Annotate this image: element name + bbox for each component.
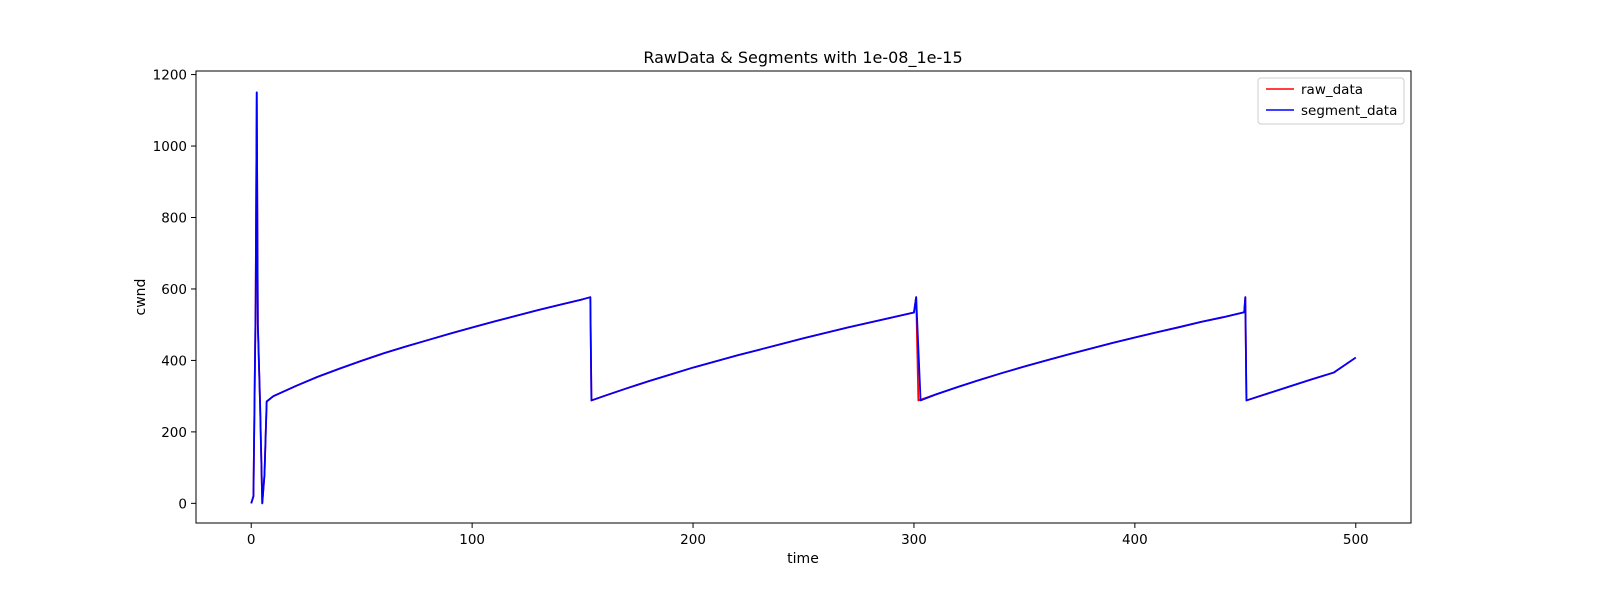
legend-raw-data-label: raw_data [1301, 82, 1363, 98]
y-tick-label: 200 [161, 425, 187, 441]
y-axis-label: cwnd [133, 279, 149, 316]
y-tick-label: 400 [161, 353, 187, 369]
y-tick-label: 0 [178, 496, 187, 512]
y-tick-label: 1200 [153, 68, 187, 84]
x-tick-label: 100 [459, 532, 485, 548]
x-axis-ticks: 0 100 200 300 400 500 [247, 523, 1369, 548]
y-tick-label: 600 [161, 282, 187, 298]
x-tick-label: 300 [901, 532, 927, 548]
legend-segment-data-label: segment_data [1301, 103, 1397, 119]
x-tick-label: 500 [1343, 532, 1369, 548]
x-axis-label: time [787, 551, 819, 567]
plot-frame [195, 70, 1412, 524]
series-line-segment-data [250, 91, 1357, 505]
x-tick-label: 400 [1122, 532, 1148, 548]
legend-box [1257, 77, 1405, 125]
x-tick-label: 0 [247, 532, 256, 548]
x-tick-label: 200 [680, 532, 706, 548]
legend: raw_data segment_data [1257, 77, 1405, 125]
y-axis-ticks: 0 200 400 600 800 1000 1200 [153, 68, 196, 512]
series-layer [250, 91, 1357, 505]
y-tick-label: 1000 [153, 139, 187, 155]
chart-title: RawData & Segments with 1e-08_1e-15 [643, 48, 962, 68]
series-line-raw-data [250, 91, 1357, 505]
y-tick-label: 800 [161, 210, 187, 226]
